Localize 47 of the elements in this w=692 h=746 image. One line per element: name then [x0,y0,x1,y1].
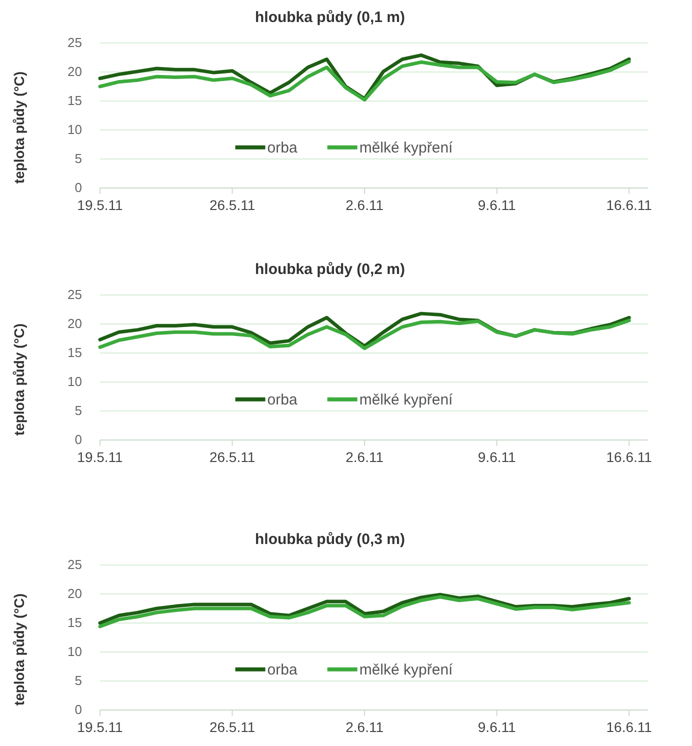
y-axis-title: teplota půdy (°C) [11,593,27,706]
y-tick-label: 10 [68,374,82,390]
x-tick-label: 16.6.11 [606,448,652,465]
x-tick-label: 19.5.11 [77,718,124,735]
x-tick-label: 26.5.11 [209,448,256,465]
y-tick-label: 15 [68,93,82,108]
legend-label: mělké kypření [359,391,454,408]
y-tick-label: 0 [74,432,82,448]
y-tick-label: 20 [68,64,82,80]
chart-title: hloubka půdy (0,2 m) [254,261,406,278]
legend-label: orba [267,661,298,678]
x-tick-label: 19.5.11 [77,448,124,465]
chart-title: hloubka půdy (0,3 m) [254,531,406,548]
x-tick-label: 26.5.11 [209,718,256,735]
legend-label: mělké kypření [359,661,454,678]
line-series [98,60,631,102]
chart-title: hloubka půdy (0,1 m) [254,9,406,26]
y-tick-label: 15 [68,615,82,630]
x-tick-label: 2.6.11 [346,196,384,213]
x-tick-label: 16.6.11 [606,718,652,735]
y-tick-label: 0 [74,702,82,718]
legend-label: mělké kypření [359,139,454,156]
y-axis-title: teplota půdy (°C) [11,323,27,436]
y-tick-label: 5 [74,673,82,688]
x-tick-label: 16.6.11 [606,196,652,213]
y-tick-label: 5 [74,403,82,418]
legend-label: orba [267,139,298,156]
x-tick-label: 9.6.11 [478,448,516,465]
legend-label: orba [267,391,298,408]
y-tick-label: 25 [68,287,82,302]
y-tick-label: 15 [68,345,82,360]
y-tick-label: 10 [68,644,82,660]
x-tick-label: 19.5.11 [77,196,124,213]
x-tick-label: 9.6.11 [478,196,516,213]
x-tick-label: 2.6.11 [346,718,384,735]
y-tick-label: 5 [74,151,82,166]
x-tick-label: 9.6.11 [478,718,516,735]
y-tick-label: 10 [68,122,82,138]
y-tick-label: 25 [68,557,82,572]
x-tick-label: 2.6.11 [346,448,384,465]
line-series [98,318,631,350]
y-tick-label: 25 [68,35,82,50]
y-axis-title: teplota půdy (°C) [11,71,27,184]
y-tick-label: 20 [68,586,82,602]
y-tick-label: 20 [68,316,82,332]
x-tick-label: 26.5.11 [209,196,256,213]
y-tick-label: 0 [74,180,82,196]
